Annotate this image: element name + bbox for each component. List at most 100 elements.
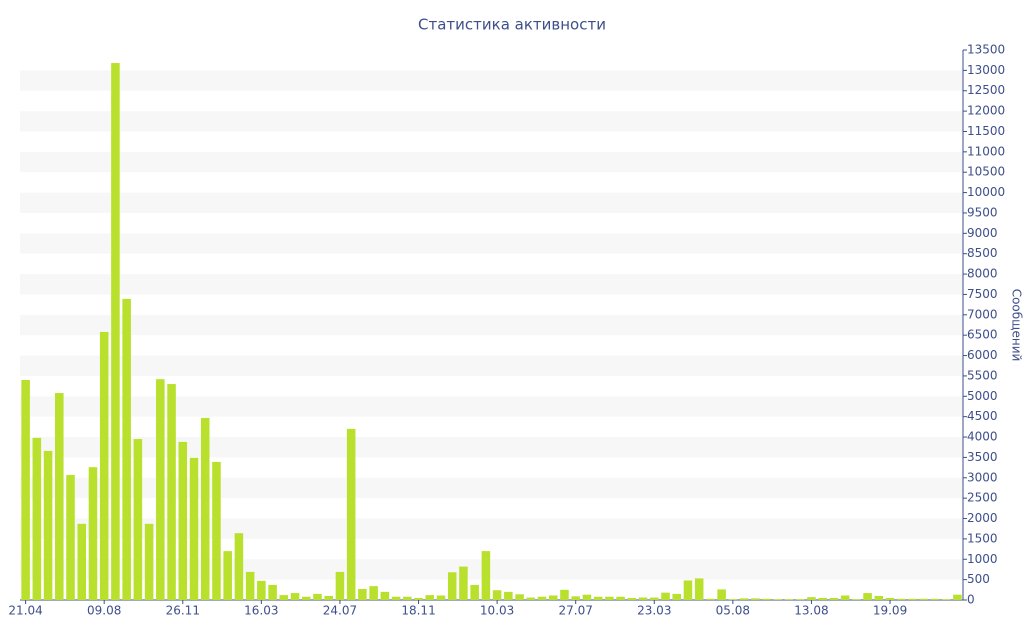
bar [515,594,524,600]
bar [571,596,580,600]
bar [55,393,64,600]
bar [481,551,491,600]
x-tick-label: 10.03 [480,604,514,618]
bar [380,591,390,600]
y-tick-label: 9500 [967,205,998,219]
y-tick-label: 6000 [967,348,998,362]
bar [953,594,962,600]
x-tick-label: 23.03 [637,604,671,618]
bar [167,384,176,600]
bar [672,593,681,600]
bar [492,590,502,600]
bar [234,533,244,600]
bar [863,593,872,600]
bar [178,441,188,600]
bar [874,595,884,600]
y-tick-label: 13000 [967,63,1005,77]
y-tick-label: 2500 [967,491,998,505]
x-tick-label: 21.04 [8,604,42,618]
bar [66,474,75,600]
bar [650,597,659,600]
bar [459,566,468,600]
bar [627,597,637,600]
bar [414,597,423,600]
bar [728,599,738,600]
y-tick-label: 11000 [967,144,1005,158]
bar [369,586,378,600]
grid-band [20,437,963,458]
bar [694,578,704,600]
bar [245,571,255,600]
bar [212,461,221,600]
bar [762,598,771,600]
x-tick-label: 18.11 [401,604,435,618]
y-tick-label: 0 [967,593,975,607]
bar [930,598,940,600]
y-tick-label: 7500 [967,287,998,301]
bar [526,597,536,600]
bar [122,298,131,600]
bar [661,592,670,600]
y-tick-label: 13500 [967,43,1005,57]
y-tick-label: 4000 [967,430,998,444]
x-tick-label: 13.08 [794,604,828,618]
bar [43,450,53,600]
bar [840,595,850,600]
grid-band [20,111,963,132]
bar [807,597,816,600]
bar [593,596,603,600]
y-tick-label: 1500 [967,531,998,545]
x-tick-label: 24.07 [323,604,357,618]
bar [852,599,861,600]
y-axis-label: Сообщений [1010,289,1024,362]
y-tick-label: 7000 [967,307,998,321]
bar [324,595,333,600]
bar [144,523,154,600]
x-tick-label: 19.09 [873,604,907,618]
bar [313,593,322,600]
bar [21,380,30,600]
grid-band [20,233,963,254]
bar [896,598,906,600]
chart-title: Статистика активности [418,16,606,34]
y-tick-label: 1000 [967,552,998,566]
bar [582,594,592,600]
bar [829,597,839,600]
bar [683,580,693,600]
bar [470,584,479,600]
bar [751,598,760,600]
bar [268,584,277,600]
bar [919,598,928,600]
grid-band [20,192,963,213]
y-tick-label: 500 [967,572,990,586]
bar [605,596,614,600]
grid-band [20,355,963,376]
bar [88,467,98,600]
y-tick-label: 3000 [967,470,998,484]
bar [504,591,513,600]
bar [425,595,435,600]
y-tick-label: 9000 [967,226,998,240]
bar [616,596,625,600]
y-tick-label: 10000 [967,185,1005,199]
bar [717,589,726,600]
bar [279,595,289,600]
bar [795,599,805,600]
bar [537,596,547,600]
y-tick-label: 3500 [967,450,998,464]
bar [706,598,715,600]
bar [818,597,827,600]
bar [739,598,749,600]
bar [200,417,210,600]
y-tick-label: 12500 [967,83,1005,97]
bar [156,379,165,600]
bar [885,597,895,600]
y-tick-label: 5000 [967,389,998,403]
bar [638,597,648,600]
bar [391,596,401,600]
y-tick-label: 5500 [967,368,998,382]
bar [784,599,794,600]
grid-band [20,518,963,539]
bar [908,598,917,600]
